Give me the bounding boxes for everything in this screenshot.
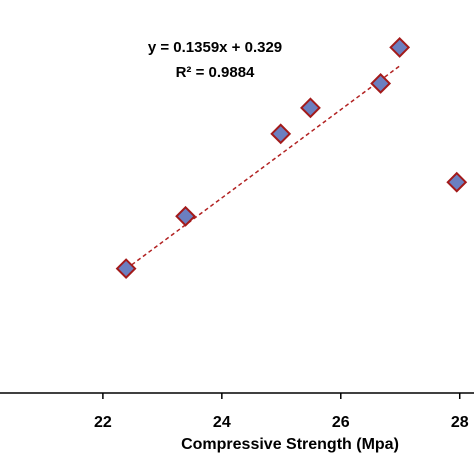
point	[175, 205, 196, 227]
r-squared: R² = 0.9884	[176, 64, 255, 81]
point	[446, 171, 468, 193]
point	[270, 123, 292, 145]
x-tick-label: 28	[451, 414, 469, 431]
x-tick-label: 22	[94, 414, 112, 431]
x-tick-label: 24	[213, 414, 231, 431]
point	[389, 37, 411, 58]
x-axis-label: Compressive Strength (Mpa)	[181, 436, 399, 453]
point	[370, 73, 392, 94]
x-tick-label: 26	[332, 414, 350, 431]
trendline	[125, 65, 401, 270]
trend-equation: y = 0.1359x + 0.329	[148, 39, 282, 56]
point	[300, 97, 321, 119]
point	[115, 258, 137, 280]
